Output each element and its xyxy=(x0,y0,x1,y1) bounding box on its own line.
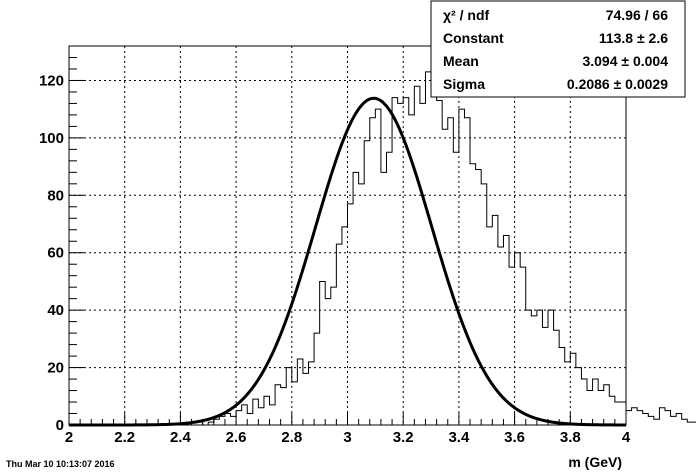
x-tick-label: 3 xyxy=(343,429,351,446)
x-tick-label: 2.2 xyxy=(114,429,135,446)
histogram-outline xyxy=(69,59,696,426)
stats-label: Mean xyxy=(443,53,479,69)
x-tick-label: 3.8 xyxy=(560,429,581,446)
y-tick-label: 120 xyxy=(39,72,64,89)
stats-value: 74.96 / 66 xyxy=(606,7,668,23)
stats-label: Constant xyxy=(443,30,504,46)
y-tick-label: 80 xyxy=(47,187,64,204)
x-axis-title: m (GeV) xyxy=(568,454,622,470)
x-tick-label: 2.8 xyxy=(281,429,302,446)
y-tick-label: 20 xyxy=(47,360,64,377)
y-tick-label: 40 xyxy=(47,302,64,319)
y-axis: 0 20 40 60 80 100 120 xyxy=(39,56,84,434)
y-tick-label: 0 xyxy=(56,417,64,434)
x-tick-label: 2.4 xyxy=(170,429,192,446)
x-tick-label: 2.6 xyxy=(226,429,247,446)
stats-value: 0.2086 ± 0.0029 xyxy=(567,76,668,92)
x-tick-label: 2 xyxy=(65,429,73,446)
timestamp: Thu Mar 10 10:13:07 2016 xyxy=(6,459,115,469)
x-tick-label: 3.2 xyxy=(393,429,414,446)
x-tick-label: 3.4 xyxy=(448,429,470,446)
x-tick-label: 3.6 xyxy=(504,429,525,446)
y-tick-label: 100 xyxy=(39,130,64,147)
stats-label: χ² / ndf xyxy=(443,7,489,23)
x-tick-label: 4 xyxy=(622,429,631,446)
stats-value: 113.8 ± 2.6 xyxy=(599,30,668,46)
stats-box: χ² / ndf 74.96 / 66 Constant 113.8 ± 2.6 Mea… xyxy=(430,0,686,98)
stats-label: Sigma xyxy=(443,76,485,92)
y-tick-label: 60 xyxy=(47,245,64,262)
stats-value: 3.094 ± 0.004 xyxy=(582,53,668,69)
x-axis: 2 2.2 2.4 2.6 2.8 3 3.2 3.4 3.6 3.8 4 xyxy=(65,413,631,446)
